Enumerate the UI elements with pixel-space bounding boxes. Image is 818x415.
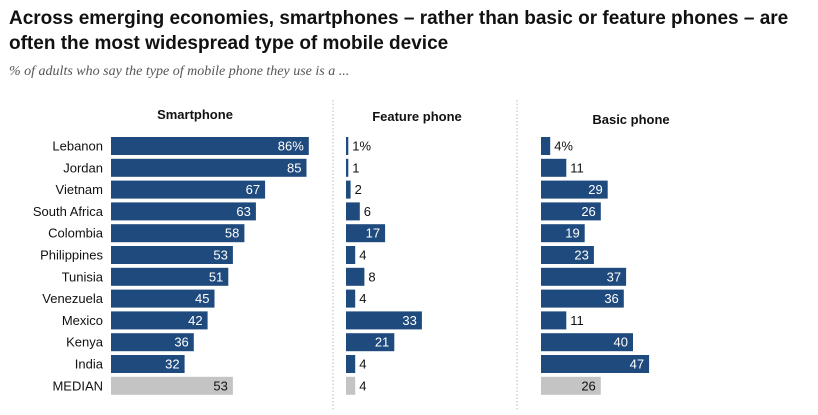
bar-smartphone-venezuela bbox=[111, 289, 215, 308]
data-label-basic-phone-south-africa: 26 bbox=[581, 204, 595, 219]
bar-basic-phone-tunisia bbox=[541, 267, 627, 286]
category-label-tunisia: Tunisia bbox=[62, 269, 104, 284]
data-label-smartphone-kenya: 36 bbox=[174, 335, 188, 350]
bar-feature-phone-venezuela bbox=[346, 289, 356, 308]
category-label-south-africa: South Africa bbox=[33, 204, 104, 219]
data-label-smartphone-venezuela: 45 bbox=[195, 291, 209, 306]
bar-smartphone-tunisia bbox=[111, 267, 229, 286]
data-label-feature-phone-jordan: 1 bbox=[352, 160, 359, 175]
data-label-smartphone-lebanon: 86% bbox=[278, 139, 304, 154]
bar-smartphone-south-africa bbox=[111, 202, 256, 221]
bar-basic-phone-south-africa bbox=[541, 202, 601, 221]
bar-smartphone-vietnam bbox=[111, 180, 266, 199]
bar-feature-phone-vietnam bbox=[346, 180, 351, 199]
category-label-india: India bbox=[75, 357, 104, 372]
category-label-vietnam: Vietnam bbox=[56, 182, 103, 197]
data-label-basic-phone-jordan: 11 bbox=[570, 160, 584, 175]
category-label-kenya: Kenya bbox=[66, 335, 104, 350]
data-label-feature-phone-vietnam: 2 bbox=[355, 182, 362, 197]
data-label-basic-phone-philippines: 23 bbox=[574, 248, 588, 263]
data-label-feature-phone-mexico: 33 bbox=[402, 313, 416, 328]
bar-basic-phone-median bbox=[541, 376, 601, 395]
data-label-smartphone-median: 53 bbox=[213, 378, 227, 393]
data-label-feature-phone-median: 4 bbox=[359, 378, 366, 393]
data-label-feature-phone-india: 4 bbox=[359, 357, 366, 372]
data-label-smartphone-south-africa: 63 bbox=[236, 204, 250, 219]
bar-feature-phone-median bbox=[346, 376, 356, 395]
bar-basic-phone-lebanon bbox=[541, 137, 551, 155]
bar-smartphone-median bbox=[111, 376, 233, 395]
bar-basic-phone-jordan bbox=[541, 158, 567, 177]
bar-feature-phone-mexico bbox=[346, 311, 422, 330]
data-label-basic-phone-lebanon: 4% bbox=[554, 139, 573, 154]
category-label-jordan: Jordan bbox=[63, 160, 103, 175]
category-label-colombia: Colombia bbox=[48, 226, 104, 241]
bar-smartphone-lebanon bbox=[111, 137, 309, 155]
data-label-basic-phone-colombia: 19 bbox=[565, 226, 579, 241]
bar-smartphone-philippines bbox=[111, 246, 233, 264]
panel-header-basic-phone: Basic phone bbox=[592, 112, 669, 127]
bar-basic-phone-mexico bbox=[541, 311, 567, 330]
bar-basic-phone-vietnam bbox=[541, 180, 608, 199]
category-label-lebanon: Lebanon bbox=[52, 139, 103, 154]
bar-feature-phone-colombia bbox=[346, 224, 386, 243]
panel-header-feature-phone: Feature phone bbox=[372, 109, 462, 124]
category-label-mexico: Mexico bbox=[62, 313, 103, 328]
bar-basic-phone-colombia bbox=[541, 224, 585, 243]
data-label-smartphone-philippines: 53 bbox=[213, 248, 227, 263]
data-label-smartphone-tunisia: 51 bbox=[209, 269, 223, 284]
data-label-feature-phone-colombia: 17 bbox=[366, 226, 380, 241]
data-label-feature-phone-south-africa: 6 bbox=[364, 204, 371, 219]
chart-subtitle: % of adults who say the type of mobile p… bbox=[9, 64, 350, 79]
data-label-feature-phone-tunisia: 8 bbox=[368, 269, 375, 284]
data-label-basic-phone-venezuela: 36 bbox=[604, 291, 618, 306]
data-label-smartphone-colombia: 58 bbox=[225, 226, 239, 241]
bar-basic-phone-india bbox=[541, 355, 650, 373]
data-label-basic-phone-median: 26 bbox=[581, 378, 595, 393]
chart-title: Across emerging economies, smartphones –… bbox=[9, 8, 789, 54]
data-label-feature-phone-philippines: 4 bbox=[359, 248, 366, 263]
bar-feature-phone-kenya bbox=[346, 333, 395, 352]
bar-smartphone-india bbox=[111, 355, 185, 373]
category-label-venezuela: Venezuela bbox=[42, 291, 103, 306]
bar-feature-phone-india bbox=[346, 355, 356, 373]
data-label-smartphone-mexico: 42 bbox=[188, 313, 202, 328]
bar-smartphone-kenya bbox=[111, 333, 194, 352]
category-label-median: MEDIAN bbox=[52, 378, 103, 393]
data-label-feature-phone-venezuela: 4 bbox=[359, 291, 366, 306]
category-label-philippines: Philippines bbox=[40, 248, 103, 263]
bar-feature-phone-jordan bbox=[346, 158, 349, 177]
bar-smartphone-mexico bbox=[111, 311, 208, 330]
bar-basic-phone-venezuela bbox=[541, 289, 624, 308]
data-label-basic-phone-india: 47 bbox=[630, 357, 644, 372]
data-label-basic-phone-vietnam: 29 bbox=[588, 182, 602, 197]
bar-basic-phone-philippines bbox=[541, 246, 594, 264]
data-label-basic-phone-tunisia: 37 bbox=[607, 269, 621, 284]
bar-smartphone-colombia bbox=[111, 224, 245, 243]
data-label-basic-phone-kenya: 40 bbox=[614, 335, 628, 350]
data-label-smartphone-vietnam: 67 bbox=[246, 182, 260, 197]
bar-feature-phone-lebanon bbox=[346, 137, 349, 155]
bar-feature-phone-tunisia bbox=[346, 267, 365, 286]
data-label-feature-phone-kenya: 21 bbox=[375, 335, 389, 350]
bar-feature-phone-south-africa bbox=[346, 202, 360, 221]
bar-feature-phone-philippines bbox=[346, 246, 356, 264]
data-label-basic-phone-mexico: 11 bbox=[570, 313, 584, 328]
bar-basic-phone-kenya bbox=[541, 333, 633, 352]
bar-smartphone-jordan bbox=[111, 158, 307, 177]
panel-header-smartphone: Smartphone bbox=[157, 107, 233, 122]
data-label-smartphone-jordan: 85 bbox=[287, 160, 301, 175]
data-label-smartphone-india: 32 bbox=[165, 357, 179, 372]
data-label-feature-phone-lebanon: 1% bbox=[352, 139, 371, 154]
